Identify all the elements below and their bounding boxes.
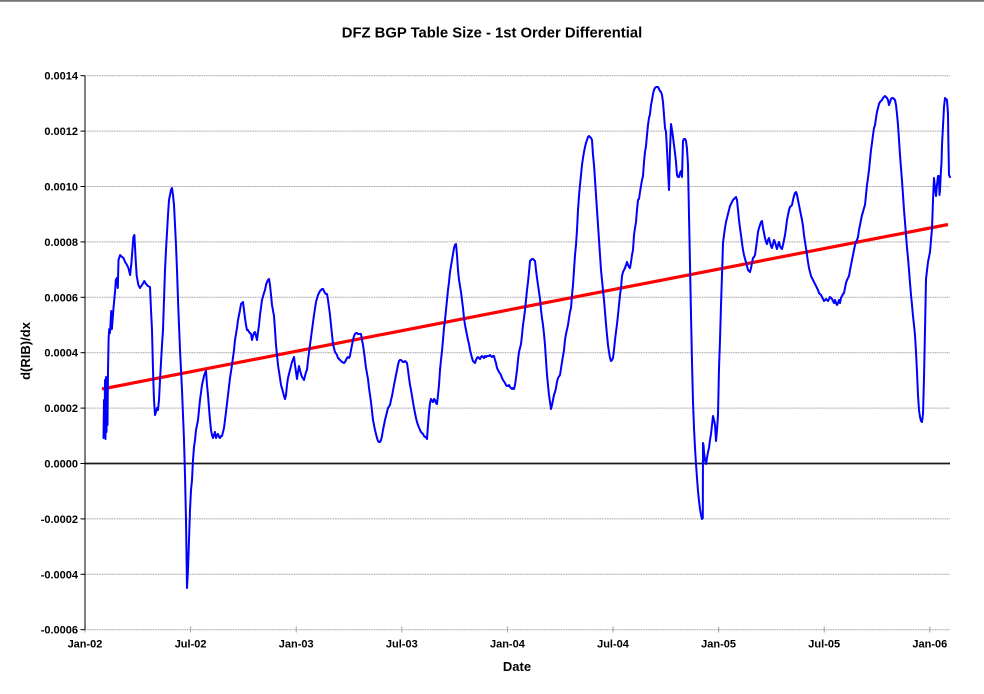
svg-text:-0.0002: -0.0002 (41, 514, 78, 526)
svg-text:d(RIB)/dx: d(RIB)/dx (18, 321, 33, 380)
svg-text:0.0004: 0.0004 (44, 348, 79, 360)
svg-text:0.0010: 0.0010 (44, 182, 78, 194)
svg-text:Jan-04: Jan-04 (490, 639, 526, 651)
svg-text:0.0006: 0.0006 (44, 292, 78, 304)
svg-text:0.0000: 0.0000 (44, 459, 78, 471)
svg-text:0.0008: 0.0008 (44, 237, 78, 249)
svg-text:0.0002: 0.0002 (44, 403, 78, 415)
svg-text:0.0012: 0.0012 (44, 126, 78, 138)
svg-text:0.0014: 0.0014 (44, 71, 79, 83)
svg-text:DFZ BGP Table Size - 1st Order: DFZ BGP Table Size - 1st Order Different… (342, 25, 642, 41)
svg-text:Date: Date (503, 659, 531, 674)
svg-text:Jan-06: Jan-06 (912, 639, 947, 651)
svg-text:Jan-05: Jan-05 (701, 639, 736, 651)
svg-text:Jul-03: Jul-03 (386, 639, 418, 651)
svg-text:-0.0004: -0.0004 (41, 569, 79, 581)
svg-text:Jul-02: Jul-02 (175, 639, 207, 651)
svg-text:Jul-05: Jul-05 (808, 639, 840, 651)
svg-text:-0.0006: -0.0006 (41, 625, 78, 637)
svg-text:Jan-03: Jan-03 (279, 639, 314, 651)
svg-text:Jan-02: Jan-02 (68, 639, 103, 651)
svg-text:Jul-04: Jul-04 (597, 639, 630, 651)
